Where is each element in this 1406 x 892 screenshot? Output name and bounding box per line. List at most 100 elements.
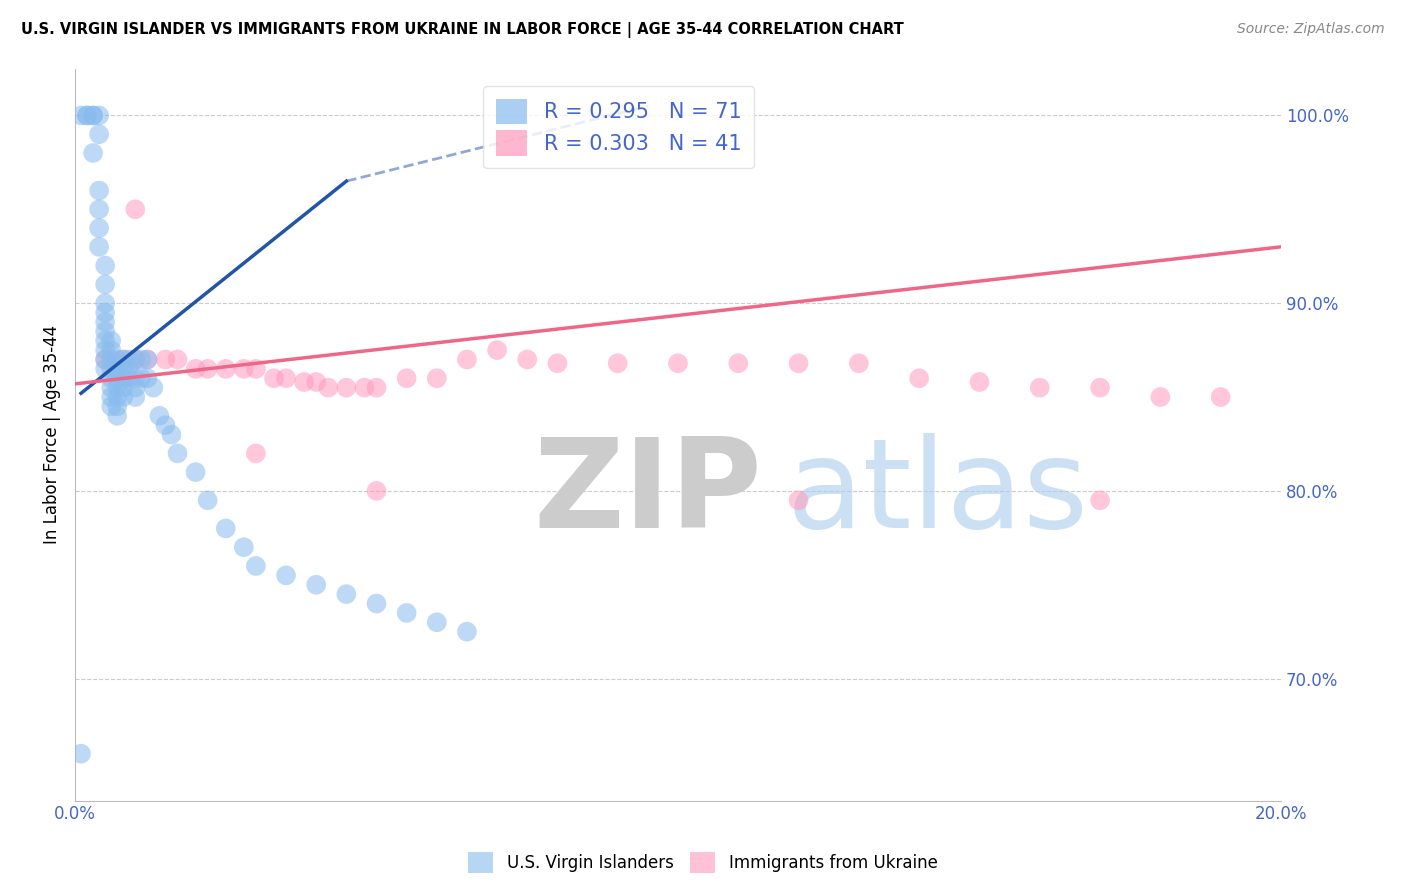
Point [727,356,749,370]
Point [100,362,122,376]
Point [366,597,388,611]
Point [112,371,135,385]
Point [94,352,117,367]
Point [316,381,339,395]
Point [335,381,357,395]
Text: atlas: atlas [786,433,1088,554]
Point [124,381,146,395]
Legend: U.S. Virgin Islanders, Immigrants from Ukraine: U.S. Virgin Islanders, Immigrants from U… [461,846,945,880]
Point [1088,493,1111,508]
Point [94,362,117,376]
Point [1088,381,1111,395]
Point [136,352,159,367]
Point [70,108,93,122]
Point [105,371,128,385]
Legend: R = 0.295   N = 71, R = 0.303   N = 41: R = 0.295 N = 71, R = 0.303 N = 41 [484,87,754,169]
Point [245,446,267,460]
Point [1209,390,1232,404]
Point [94,343,117,357]
Point [197,493,219,508]
Point [184,465,207,479]
Point [486,343,509,357]
Point [94,352,117,367]
Point [100,352,122,367]
Point [118,352,141,367]
Point [100,343,122,357]
Point [155,418,177,433]
Point [969,375,991,389]
Point [82,108,104,122]
Point [100,400,122,414]
Point [112,352,135,367]
Point [94,296,117,310]
Point [100,381,122,395]
Point [89,127,111,141]
Point [274,568,297,582]
Y-axis label: In Labor Force | Age 35-44: In Labor Force | Age 35-44 [44,325,60,544]
Point [366,483,388,498]
Point [155,352,177,367]
Point [353,381,375,395]
Point [166,446,188,460]
Point [94,259,117,273]
Point [395,371,418,385]
Point [292,375,315,389]
Point [94,334,117,348]
Point [70,747,93,761]
Point [426,615,449,630]
Point [89,221,111,235]
Point [94,305,117,319]
Point [76,108,98,122]
Point [94,315,117,329]
Point [456,624,478,639]
Point [245,558,267,573]
Point [76,108,98,122]
Point [215,521,238,535]
Point [166,352,188,367]
Point [89,240,111,254]
Point [124,352,146,367]
Text: Source: ZipAtlas.com: Source: ZipAtlas.com [1237,22,1385,37]
Text: U.S. VIRGIN ISLANDER VS IMMIGRANTS FROM UKRAINE IN LABOR FORCE | AGE 35-44 CORRE: U.S. VIRGIN ISLANDER VS IMMIGRANTS FROM … [21,22,904,38]
Point [112,352,135,367]
Point [105,409,128,423]
Point [112,381,135,395]
Point [105,362,128,376]
Point [335,587,357,601]
Point [305,375,328,389]
Point [105,400,128,414]
Point [366,381,388,395]
Text: ZIP: ZIP [533,433,762,554]
Point [100,334,122,348]
Point [215,362,238,376]
Point [908,371,931,385]
Point [516,352,538,367]
Point [136,352,159,367]
Point [89,202,111,217]
Point [666,356,689,370]
Point [263,371,285,385]
Point [1149,390,1171,404]
Point [184,362,207,376]
Point [787,493,810,508]
Point [82,146,104,161]
Point [94,277,117,292]
Point [787,356,810,370]
Point [305,578,328,592]
Point [118,371,141,385]
Point [148,409,170,423]
Point [197,362,219,376]
Point [131,371,153,385]
Point [606,356,628,370]
Point [105,381,128,395]
Point [426,371,449,385]
Point [124,202,146,217]
Point [82,108,104,122]
Point [232,362,254,376]
Point [232,540,254,554]
Point [118,362,141,376]
Point [1029,381,1052,395]
Point [89,108,111,122]
Point [456,352,478,367]
Point [112,390,135,404]
